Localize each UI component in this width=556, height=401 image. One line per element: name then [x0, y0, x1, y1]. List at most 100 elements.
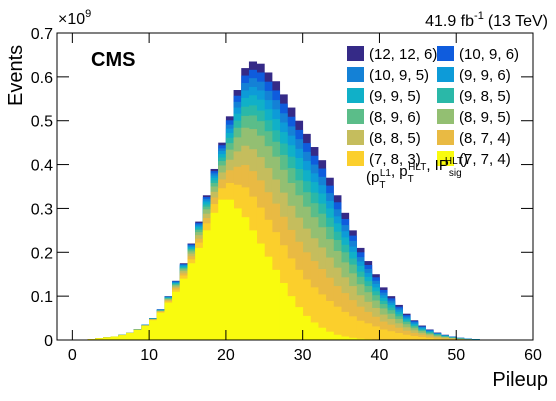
histogram-bar — [264, 256, 273, 340]
histogram-bar — [141, 325, 150, 340]
legend-label: (12, 12, 6) — [369, 46, 437, 63]
histogram-bar — [341, 311, 350, 340]
legend-title-text: ) — [463, 151, 468, 168]
y-multiplier: ×109 — [58, 8, 91, 28]
histogram-bar — [371, 326, 380, 340]
histogram-bar — [302, 315, 311, 340]
x-axis-label: Pileup — [492, 369, 548, 391]
legend-swatch — [347, 130, 364, 145]
histogram-bar — [410, 336, 419, 340]
legend-label: (8, 7, 4) — [459, 130, 511, 147]
legend-title-sub: sig — [449, 168, 462, 179]
legend-swatch — [437, 151, 454, 166]
legend-label: (9, 9, 6) — [459, 67, 511, 84]
histogram-bar — [164, 302, 173, 340]
histogram-bar — [126, 332, 135, 340]
y-tick-label: 0.5 — [31, 114, 53, 131]
histogram-bar — [364, 323, 373, 340]
x-tick-label: 20 — [217, 347, 235, 364]
legend-label: (8, 8, 5) — [369, 130, 421, 147]
legend-swatch — [437, 67, 454, 82]
histogram-bar — [256, 243, 265, 340]
histogram-bar — [325, 300, 334, 340]
legend-title-text: (p — [366, 169, 379, 186]
y-tick-label: 0 — [44, 333, 53, 350]
histogram-bar — [310, 322, 319, 340]
histogram-bar — [302, 279, 311, 340]
histogram-bar — [433, 337, 442, 340]
legend-title: (pTL1, pTHLT, IPsigHLT) — [366, 151, 468, 191]
histogram-bar — [394, 332, 403, 340]
legend-title-sub: T — [379, 180, 385, 191]
y-tick-label: 0.6 — [31, 70, 53, 87]
legend-swatch — [437, 130, 454, 145]
y-tick-label: 0.3 — [31, 201, 53, 218]
legend-label: (7, 8, 3) — [369, 151, 421, 168]
histogram-bar — [287, 296, 296, 340]
histogram-bar — [156, 312, 165, 340]
legend-swatch — [347, 46, 364, 61]
y-tick-label: 0.1 — [31, 289, 53, 306]
legend-label: (8, 9, 6) — [369, 109, 421, 126]
x-tick-label: 50 — [447, 347, 465, 364]
histogram-bar — [348, 337, 357, 340]
legend-title-sup: HLT — [408, 162, 426, 173]
histogram-bar — [379, 329, 388, 340]
histogram-bar — [233, 208, 242, 340]
legend-title-sup: L1 — [380, 168, 392, 179]
histogram-bar — [103, 337, 112, 340]
histogram-bar — [325, 331, 334, 340]
x-tick-label: 0 — [68, 347, 77, 364]
histogram-bar — [318, 327, 327, 340]
histogram-bar — [248, 230, 258, 340]
legend-title-text: , IP — [426, 157, 449, 174]
legend-swatch — [347, 88, 364, 103]
x-tick-label: 10 — [140, 347, 158, 364]
y-tick-label: 0.2 — [31, 245, 53, 262]
legend-label: (9, 8, 5) — [459, 88, 511, 105]
histogram-bar — [195, 247, 204, 340]
histogram-bar — [417, 336, 426, 340]
histogram-bar — [333, 306, 342, 340]
y-tick-label: 0.4 — [31, 158, 53, 175]
histogram-bar — [341, 336, 350, 340]
histogram-bar — [433, 338, 442, 340]
legend-label: (9, 9, 5) — [369, 88, 421, 105]
x-tick-label: 60 — [524, 347, 542, 364]
legend-title-sup: HLT — [445, 156, 463, 167]
histogram-bar — [210, 212, 219, 340]
histogram-bar — [356, 320, 365, 340]
histogram-bar — [179, 278, 188, 340]
legend-label: (8, 9, 5) — [459, 109, 511, 126]
histogram-bar — [318, 294, 327, 340]
histogram-bar — [110, 336, 119, 340]
histogram-bar — [425, 337, 434, 340]
frame — [56, 32, 534, 341]
lumi-value: 41.9 fb — [425, 13, 474, 30]
legend-swatch — [437, 88, 454, 103]
experiment-label: CMS — [91, 49, 135, 71]
histogram-bar — [402, 334, 411, 340]
y-axis-label: Events — [5, 45, 27, 106]
legend-swatch — [437, 46, 454, 61]
legend-title-sub: T — [408, 174, 414, 185]
histogram-bar — [295, 269, 304, 340]
histogram-bar — [310, 287, 319, 340]
histogram-bar — [202, 230, 211, 340]
legend-swatch — [347, 151, 364, 166]
histogram-bar — [387, 331, 396, 340]
histogram-bar — [187, 263, 196, 340]
histogram-bar — [225, 199, 234, 340]
x-tick-label: 40 — [371, 347, 389, 364]
legend-title-text: , p — [391, 163, 408, 180]
histogram-bar — [271, 269, 281, 340]
histogram-bar — [149, 320, 158, 340]
legend-swatch — [437, 109, 454, 124]
legend-label: (10, 9, 5) — [369, 67, 429, 84]
histogram-bar — [172, 291, 181, 340]
legend-label: (7, 7, 4) — [459, 151, 511, 168]
histogram-bar — [333, 334, 342, 340]
luminosity: 41.9 fb-1 (13 TeV) — [425, 10, 548, 30]
lumi-energy: (13 TeV) — [488, 13, 548, 30]
histogram-bar — [218, 199, 227, 340]
